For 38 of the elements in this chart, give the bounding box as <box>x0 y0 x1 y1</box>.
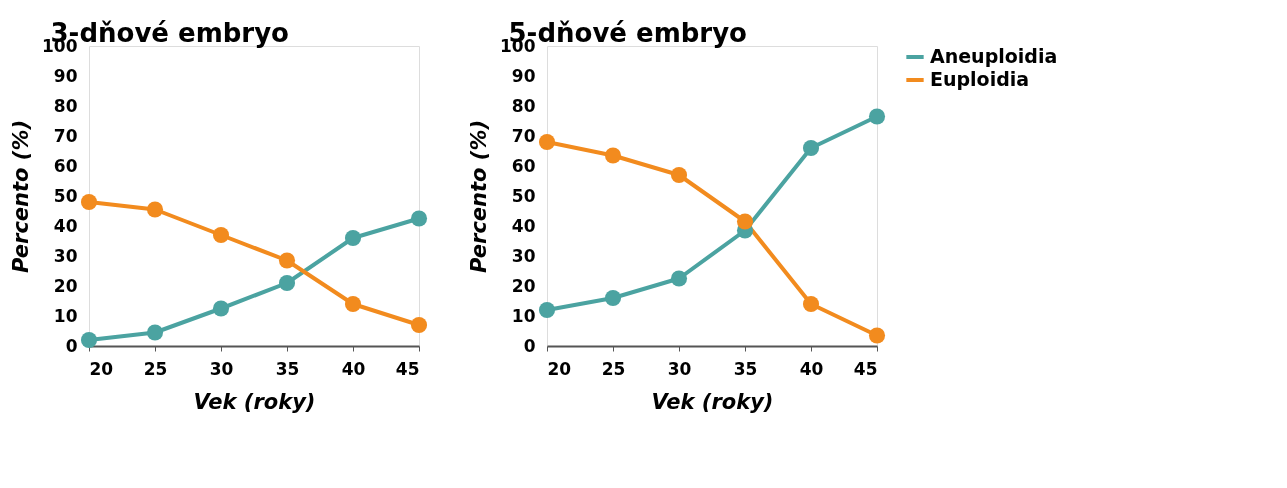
x-tick-label: 35 <box>275 358 300 379</box>
y-tick-label: 70 <box>53 125 78 146</box>
y-tick-label: 0 <box>523 335 536 356</box>
y-tick-label: 90 <box>511 65 536 86</box>
y-tick-label: 60 <box>53 155 78 176</box>
y-tick-label: 40 <box>53 215 78 236</box>
y-tick-label: 40 <box>511 215 536 236</box>
y-tick-label: 20 <box>53 275 78 296</box>
x-tick-label: 20 <box>547 358 572 379</box>
x-tick-label: 30 <box>667 358 692 379</box>
y-tick-label: 80 <box>511 95 536 116</box>
y-tick-label: 0 <box>65 335 78 356</box>
y-tick-label: 20 <box>511 275 536 296</box>
x-tick-label: 45 <box>395 358 420 379</box>
x-tick-label: 20 <box>89 358 114 379</box>
x-axis-title: Vek (roky) <box>193 389 316 414</box>
x-tick-label: 30 <box>209 358 234 379</box>
y-axis-title: Percento (%) <box>467 119 492 274</box>
y-axis-title: Percento (%) <box>9 119 34 274</box>
legend-label: Euploidia <box>930 68 1030 90</box>
y-tick-label: 10 <box>511 305 536 326</box>
x-tick-label: 25 <box>601 358 626 379</box>
x-tick-label: 45 <box>853 358 878 379</box>
y-tick-label: 60 <box>511 155 536 176</box>
y-tick-label: 30 <box>53 245 78 266</box>
x-tick-label: 35 <box>733 358 758 379</box>
y-tick-label: 90 <box>53 65 78 86</box>
y-tick-label: 70 <box>511 125 536 146</box>
x-tick-label: 40 <box>341 358 366 379</box>
x-tick-label: 25 <box>143 358 168 379</box>
y-tick-label: 50 <box>53 185 78 206</box>
x-tick-label: 40 <box>799 358 824 379</box>
x-axis-title: Vek (roky) <box>651 389 774 414</box>
y-tick-label: 80 <box>53 95 78 116</box>
y-tick-label: 30 <box>511 245 536 266</box>
legend-label: Aneuploidia <box>930 45 1058 67</box>
y-tick-label: 10 <box>53 305 78 326</box>
y-tick-label: 50 <box>511 185 536 206</box>
